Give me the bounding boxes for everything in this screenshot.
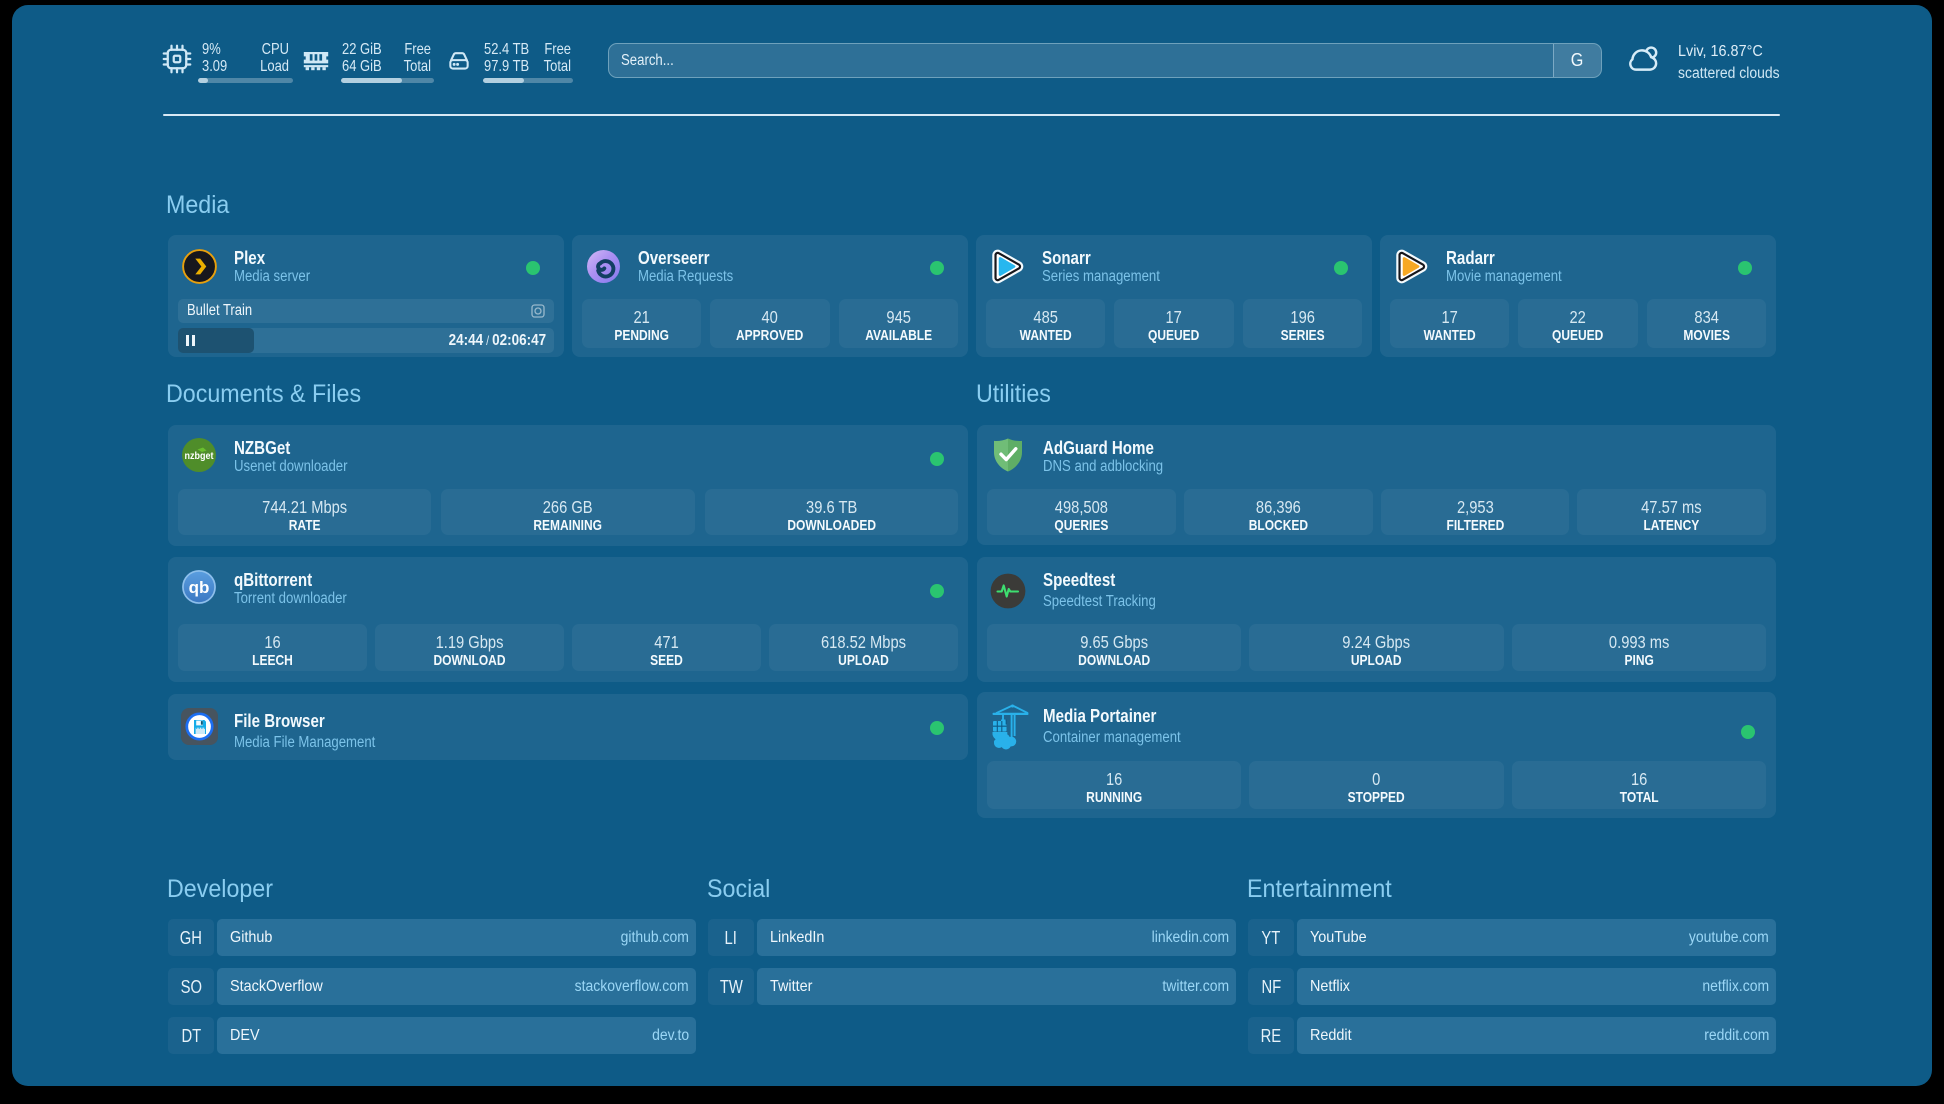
svg-text:qb: qb <box>189 578 210 597</box>
svg-text:nzbget: nzbget <box>185 451 215 462</box>
